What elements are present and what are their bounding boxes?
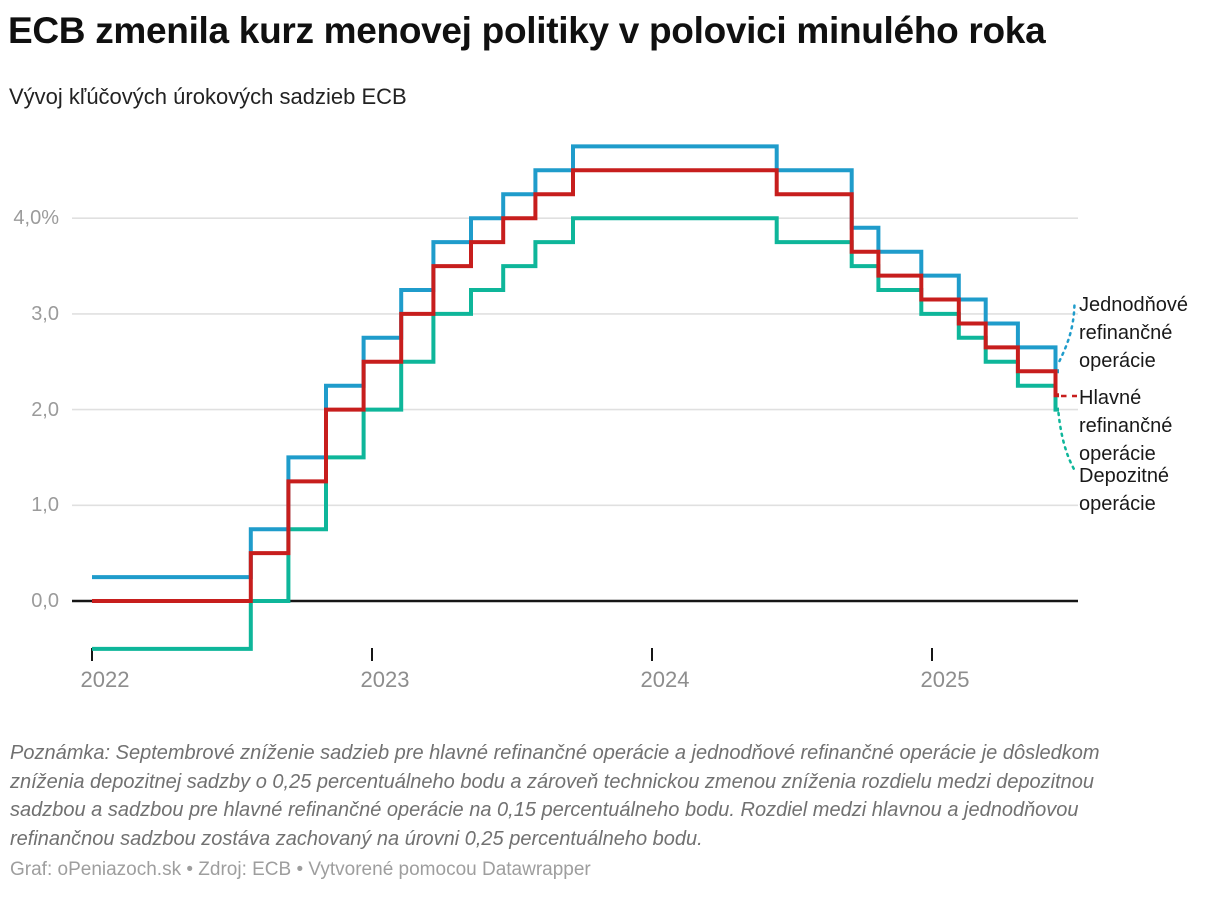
x-axis-label: 2022 [80,667,130,692]
series-label-0: Jednodňové refinančné operácie [1079,294,1188,372]
page-title: ECB zmenila kurz menovej politiky v polo… [8,10,1046,51]
x-axis-label: 2025 [920,667,970,692]
y-axis-label: 2,0 [31,398,59,421]
leader-line-depozitne [1057,411,1077,473]
y-axis-label: 3,0 [31,302,59,325]
chart-attribution: Graf: oPeniazoch.sk • Zdroj: ECB • Vytvo… [10,859,591,880]
y-axis-label: 1,0 [31,494,59,517]
leader-line-jednodnove [1058,299,1076,363]
series-label-1: Hlavné refinančné operácie [1079,387,1173,465]
y-axis-label: 4,0% [13,207,59,230]
series-line-0 [92,144,1059,580]
x-axis-label: 2024 [640,667,690,692]
series-label-2: Depozitné operácie [1079,465,1170,515]
y-axis-label: 0,0 [31,590,59,612]
chart-subtitle: Vývoj kľúčových úrokových sadzieb ECB [9,84,407,109]
series-line-2 [92,216,1059,651]
series-line-1 [92,168,1059,603]
chart-note: Poznámka: Septembrové zníženie sadzieb p… [10,742,1100,850]
x-axis-label: 2023 [360,667,410,692]
